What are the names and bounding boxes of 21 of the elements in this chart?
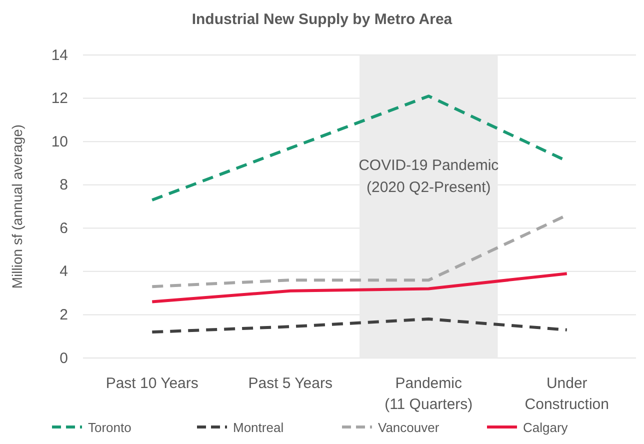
y-tick-label: 12 xyxy=(51,90,68,108)
chart-title: Industrial New Supply by Metro Area xyxy=(192,11,453,28)
band-label: COVID-19 Pandemic (2020 Q2-Present) xyxy=(358,157,500,196)
x-tick-label: Pandemic (11 Quarters) xyxy=(384,375,473,413)
legend-label: Montreal xyxy=(233,420,284,435)
y-tick-label: 8 xyxy=(60,176,68,194)
line-series xyxy=(150,318,568,334)
y-tick-label: 6 xyxy=(60,220,68,237)
y-tick-label: 14 xyxy=(51,46,68,64)
x-tick-label: Past 5 Years xyxy=(248,375,332,392)
y-tick-label: 2 xyxy=(60,306,68,324)
y-tick-label: 0 xyxy=(60,350,68,367)
x-tick-label: Past 10 Years xyxy=(106,375,198,392)
legend-label: Calgary xyxy=(523,420,568,435)
y-axis-title: Million sf (annual average) xyxy=(9,124,25,289)
legend-label: Vancouver xyxy=(378,420,440,435)
x-tick-label: Under Construction xyxy=(524,375,609,413)
y-tick-label: 10 xyxy=(51,133,68,150)
y-tick-label: 4 xyxy=(60,263,68,280)
line-series xyxy=(150,272,568,304)
legend-label: Toronto xyxy=(88,420,132,435)
